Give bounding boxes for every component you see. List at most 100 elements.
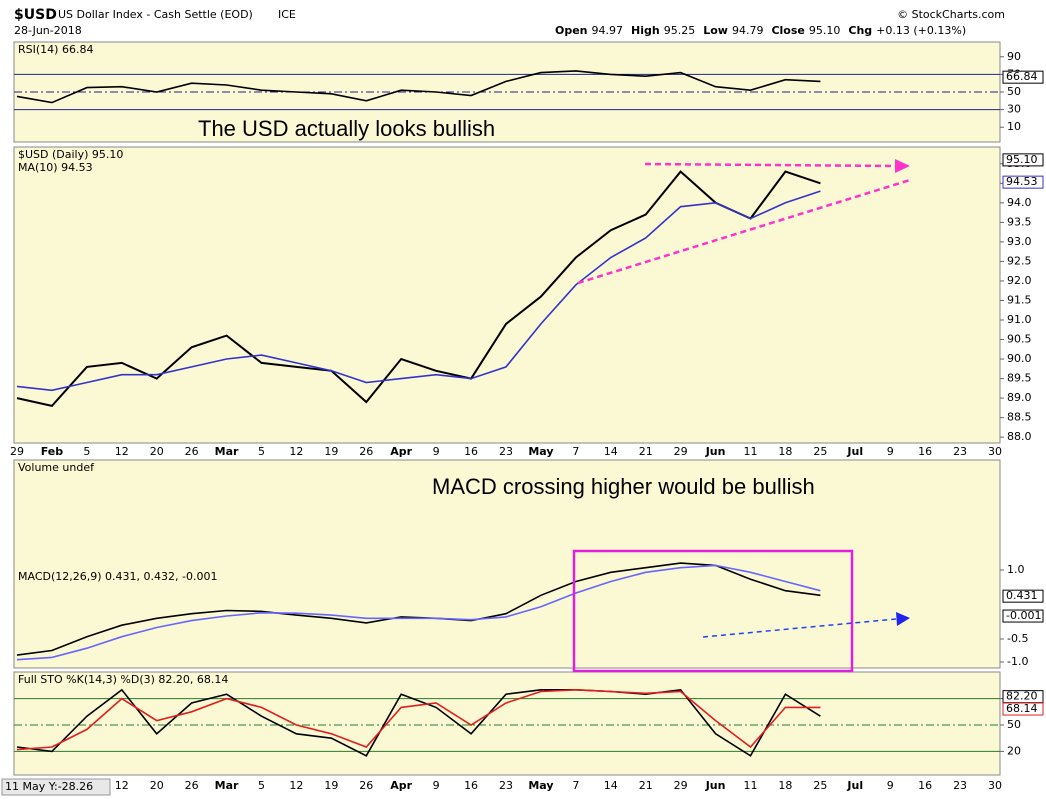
x-tick-label: 14	[604, 779, 618, 792]
panel	[13, 459, 1001, 669]
x-tick-label: 23	[499, 445, 513, 458]
symbol: $USD	[14, 7, 57, 23]
annotation: MACD crossing higher would be bullish	[432, 474, 815, 499]
quote-value: 94.79	[732, 24, 764, 37]
value-box-label: -0.001	[1006, 609, 1041, 622]
x-tick-label: 9	[887, 779, 894, 792]
x-tick-label: 26	[359, 779, 373, 792]
date: 28-Jun-2018	[14, 24, 82, 37]
y-tick-label: 90.5	[1007, 333, 1032, 346]
value-box-label: 68.14	[1006, 702, 1038, 715]
x-tick-label: 25	[813, 779, 827, 792]
y-tick-label: 88.5	[1007, 411, 1032, 424]
value-box	[1002, 70, 1044, 84]
x-tick-label: 16	[918, 779, 932, 792]
x-tick-label: 18	[778, 779, 792, 792]
y-tick-label: 30	[1007, 103, 1021, 116]
x-tick-label: Mar	[215, 445, 239, 458]
quote-value: +0.13 (+0.13%)	[876, 24, 966, 37]
quote-value: 95.25	[664, 24, 696, 37]
arrow-head	[896, 612, 910, 626]
y-tick-label: 89.0	[1007, 391, 1032, 404]
dashed-line	[577, 178, 911, 285]
x-tick-label: 5	[258, 445, 265, 458]
x-tick-label: 19	[324, 779, 338, 792]
x-tick-label: 16	[918, 445, 932, 458]
x-tick-label: 5	[83, 445, 90, 458]
x-tick-label: 5	[258, 779, 265, 792]
quote-value: 95.10	[809, 24, 841, 37]
source: © StockCharts.com	[897, 8, 1005, 21]
quote: Open 94.97 High 95.25 Low 94.79 Close 95.10 Chg +…	[555, 24, 966, 37]
exchange: ICE	[278, 8, 296, 21]
quote-label: Low	[703, 24, 728, 37]
x-tick-label: Jun	[705, 779, 726, 792]
x-tick-label: 23	[499, 779, 513, 792]
x-tick-label: 7	[572, 445, 579, 458]
value-box-label: 95.10	[1006, 153, 1038, 166]
highlight-box	[572, 549, 854, 673]
x-tick-label: 11	[744, 445, 758, 458]
x-tick-label: 30	[988, 445, 1002, 458]
y-tick-label: 88.0	[1007, 430, 1032, 443]
arrow-head	[895, 159, 910, 173]
x-tick-label: 12	[289, 779, 303, 792]
quote-label: Close	[771, 24, 804, 37]
legend-entry: RSI(14) 66.84	[18, 43, 93, 56]
legend-entry: MA(10) 94.53	[18, 161, 93, 174]
x-tick-label: 14	[604, 445, 618, 458]
y-tick-label: 20	[1007, 744, 1021, 757]
x-tick-label: Jul	[846, 445, 863, 458]
x-tick-label: 23	[953, 445, 967, 458]
x-tick-label: 18	[778, 445, 792, 458]
series-line	[16, 70, 821, 104]
x-tick-label: 29	[674, 445, 688, 458]
x-tick-label: 21	[639, 779, 653, 792]
x-tick-label: Mar	[215, 779, 239, 792]
x-tick-label: 7	[572, 779, 579, 792]
quote-label: Open	[555, 24, 588, 37]
x-tick-label: 26	[359, 445, 373, 458]
value-box-label: 82.20	[1006, 690, 1038, 703]
y-tick-label: 91.0	[1007, 313, 1032, 326]
value-box	[1002, 153, 1044, 167]
value-box	[1002, 589, 1044, 603]
index-name: US Dollar Index - Cash Settle (EOD)	[58, 8, 253, 21]
x-tick-label: 25	[813, 445, 827, 458]
x-tick-label: 30	[988, 779, 1002, 792]
value-box	[1002, 175, 1044, 189]
x-tick-label: 9	[887, 445, 894, 458]
x-tick-label: Jul	[846, 779, 863, 792]
x-tick-label: Jun	[705, 445, 726, 458]
y-tick-label: 1.0	[1007, 563, 1025, 576]
panel-label: Volume undef	[18, 461, 95, 474]
x-tick-label: 12	[115, 445, 129, 458]
x-tick-label: 29	[674, 779, 688, 792]
x-tick-label: 21	[639, 445, 653, 458]
x-tick-label: 23	[953, 779, 967, 792]
series-line	[16, 170, 821, 408]
x-tick-label: May	[528, 445, 553, 458]
y-tick-label: -1.0	[1007, 655, 1028, 668]
x-tick-label: 26	[185, 779, 199, 792]
series-line	[16, 564, 821, 661]
y-tick-label: 90.0	[1007, 352, 1032, 365]
legend-entry: $USD (Daily) 95.10	[18, 148, 123, 161]
y-tick-label: 90	[1007, 50, 1021, 63]
cursor-box	[1, 778, 111, 796]
x-tick-label: 19	[324, 445, 338, 458]
drawn-annotations	[572, 159, 911, 673]
dashed-line	[644, 162, 896, 168]
y-tick-label: 89.5	[1007, 372, 1032, 385]
x-tick-label: 12	[115, 779, 129, 792]
y-tick-label: 50	[1007, 85, 1021, 98]
y-tick-label: 92.5	[1007, 254, 1032, 267]
x-tick-label: Apr	[390, 779, 412, 792]
y-tick-label: 93.0	[1007, 235, 1032, 248]
x-tick-label: 11	[744, 779, 758, 792]
quote-label: Chg	[848, 24, 872, 37]
y-tick-label: 91.5	[1007, 293, 1032, 306]
x-tick-label: 16	[464, 445, 478, 458]
panel	[13, 671, 1001, 776]
x-tick-label: Feb	[41, 445, 64, 458]
